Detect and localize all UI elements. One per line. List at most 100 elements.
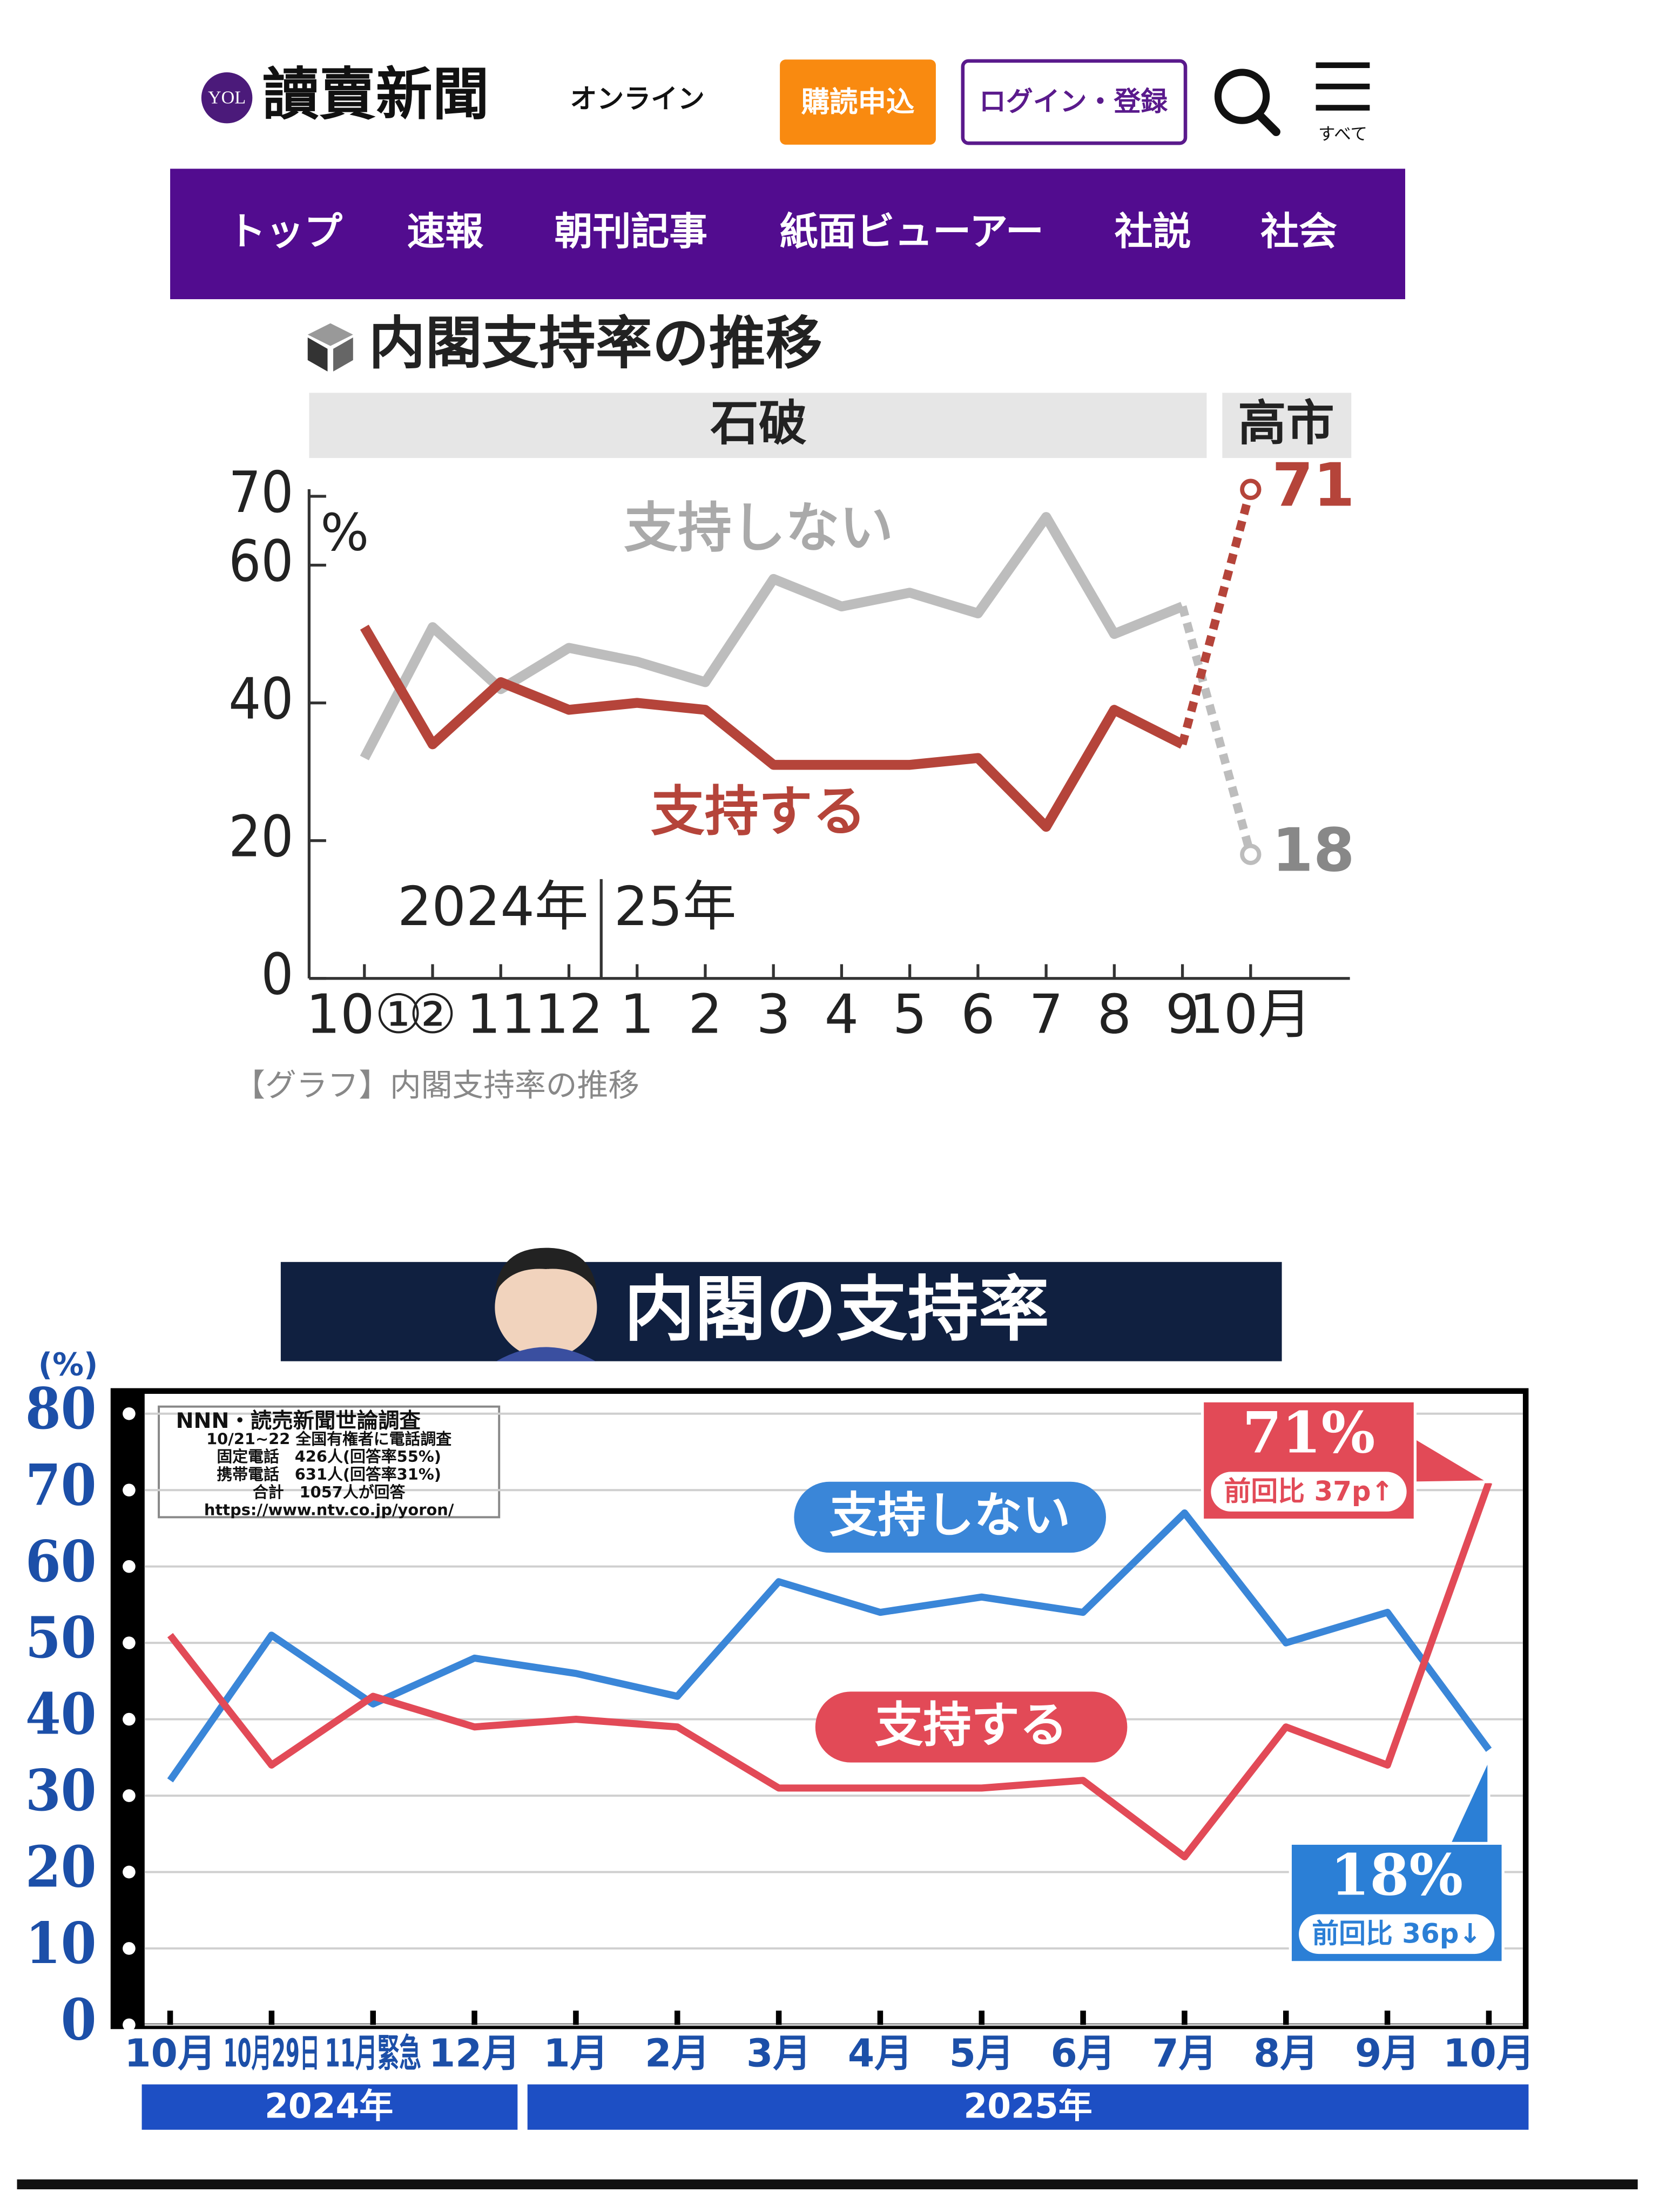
x-tick-label: 7月 (1152, 2031, 1217, 2076)
nav-item[interactable]: 朝刊記事 (555, 209, 708, 254)
subscribe-label: 購読申込 (801, 85, 915, 118)
y-tick-label: 50 (25, 1604, 96, 1671)
year-label: 2024年 (397, 875, 589, 938)
x-tick-label: 10月 (1189, 983, 1312, 1046)
x-tick-label: 2月 (645, 2031, 710, 2076)
login-label: ログイン・登録 (979, 86, 1168, 117)
y-tick-dot (123, 1560, 136, 1573)
y-tick-dot (123, 1407, 136, 1420)
title-bar (280, 1262, 1282, 1361)
series-label: 支持する (875, 1697, 1068, 1754)
search-icon[interactable] (1214, 69, 1280, 137)
series-label-pill (815, 1691, 1128, 1763)
source-line: 固定電話 426人(回答率55%) (217, 1447, 441, 1466)
y-tick-dot (123, 2018, 136, 2032)
x-tick-label: 11月緊急 (325, 2031, 421, 2076)
axis-strip (113, 1391, 145, 2027)
menu-icon[interactable] (1316, 62, 1370, 111)
year-label: 2025年 (963, 2086, 1092, 2126)
x-tick-label: 10月29日 (224, 2031, 320, 2076)
y-tick-label: 0 (261, 941, 293, 1007)
subscribe-button[interactable] (780, 59, 936, 145)
year-band (527, 2084, 1529, 2130)
logo-sub: オンライン (570, 83, 705, 114)
y-tick-dot (123, 1942, 136, 1955)
series-line (360, 624, 1185, 832)
x-tick-label: 7 (1029, 983, 1063, 1046)
cube-top (307, 323, 353, 346)
x-tick-label: ② (408, 983, 456, 1046)
year-label: 25年 (614, 875, 737, 938)
portrait-hair (495, 1247, 597, 1293)
nav-item[interactable]: 紙面ビューアー (780, 209, 1044, 254)
callout-value: 18% (1330, 1842, 1463, 1908)
portrait (495, 1247, 597, 1361)
x-tick-label: 1 (620, 983, 654, 1046)
y-tick-label: 70 (228, 460, 293, 525)
nav-item[interactable]: 社説 (1115, 209, 1191, 254)
source-line: https://www.ntv.co.jp/yoron/ (204, 1501, 454, 1519)
period-label: 高市 (1238, 396, 1334, 452)
source-line: 携帯電話 631人(回答率31%) (217, 1465, 441, 1483)
cube-right (333, 337, 353, 372)
nav-items: トップ 速報 朝刊記事 紙面ビューアー 社説 社会 (227, 209, 1337, 254)
series-line-dashed (1178, 605, 1255, 856)
y-tick-dot (123, 1483, 136, 1497)
caption: 【グラフ】内閣支持率の推移 (234, 1067, 639, 1103)
x-tick-label: 10① (306, 983, 423, 1046)
y-tick-label: 0 (61, 1986, 97, 2053)
x-tick-label: 3月 (746, 2031, 811, 2076)
logo[interactable]: 讀賣新聞 (262, 60, 489, 127)
callout-change-pill (1299, 1914, 1495, 1954)
callout-change: 前回比 37p↑ (1224, 1475, 1394, 1507)
y-tick-label: 10 (25, 1910, 96, 1977)
end-label: 18 (1272, 816, 1354, 885)
year-band (141, 2084, 518, 2130)
end-label: 71 (1272, 451, 1354, 520)
x-tick-label: 9月 (1355, 2031, 1420, 2076)
x-tick-label: 9 (1165, 983, 1199, 1046)
x-tick-label: 4 (825, 983, 859, 1046)
period-band (1222, 393, 1352, 458)
period-band (309, 393, 1207, 458)
x-tick-label: 12月 (429, 2031, 521, 2076)
x-tick-label: 10月 (124, 2031, 216, 2076)
x-tick-label: 12 (535, 983, 603, 1046)
callout-value: 71% (1242, 1399, 1375, 1466)
y-tick-dot (123, 1636, 136, 1649)
login-button[interactable] (961, 59, 1188, 145)
y-tick-label: 40 (228, 666, 293, 732)
unit-label: (%) (38, 1346, 98, 1383)
y-tick-label: 80 (25, 1375, 96, 1442)
x-tick-label: 3 (756, 983, 790, 1046)
search-handle (1255, 110, 1280, 137)
cube-left (307, 337, 328, 372)
y-tick-dot (123, 1712, 136, 1726)
series-label: 支持しない (624, 496, 893, 559)
x-tick-label: 5 (893, 983, 927, 1046)
series-line (167, 1481, 1493, 1860)
source-box (158, 1405, 501, 1519)
y-tick-label: 20 (228, 804, 293, 869)
nav-item[interactable]: 速報 (407, 209, 484, 254)
x-tick-label: 5月 (949, 2031, 1014, 2076)
y-tick-label: 20 (25, 1833, 96, 1900)
series-label: 支持しない (830, 1487, 1070, 1543)
chart-title: 内閣支持率の推移 (369, 311, 822, 376)
series-label: 支持する (651, 780, 866, 843)
source-line: 10/21~22 全国有権者に電話調査 (206, 1429, 451, 1448)
logo-mark-text: YOL (208, 88, 246, 108)
cube-icon (307, 323, 353, 372)
end-marker (1240, 478, 1262, 500)
nav-item[interactable]: トップ (227, 209, 342, 254)
series-line (360, 512, 1184, 760)
x-tick-label: 8月 (1253, 2031, 1318, 2076)
y-tick-label: 40 (25, 1681, 96, 1748)
logo-mark[interactable] (201, 72, 253, 124)
y-tick-label: 30 (25, 1757, 96, 1824)
y-tick-dot (123, 1865, 136, 1879)
x-tick-label: 4月 (848, 2031, 913, 2076)
nav-item[interactable]: 社会 (1260, 209, 1337, 254)
y-tick-dot (123, 1789, 136, 1802)
unit-label: % (320, 503, 369, 562)
